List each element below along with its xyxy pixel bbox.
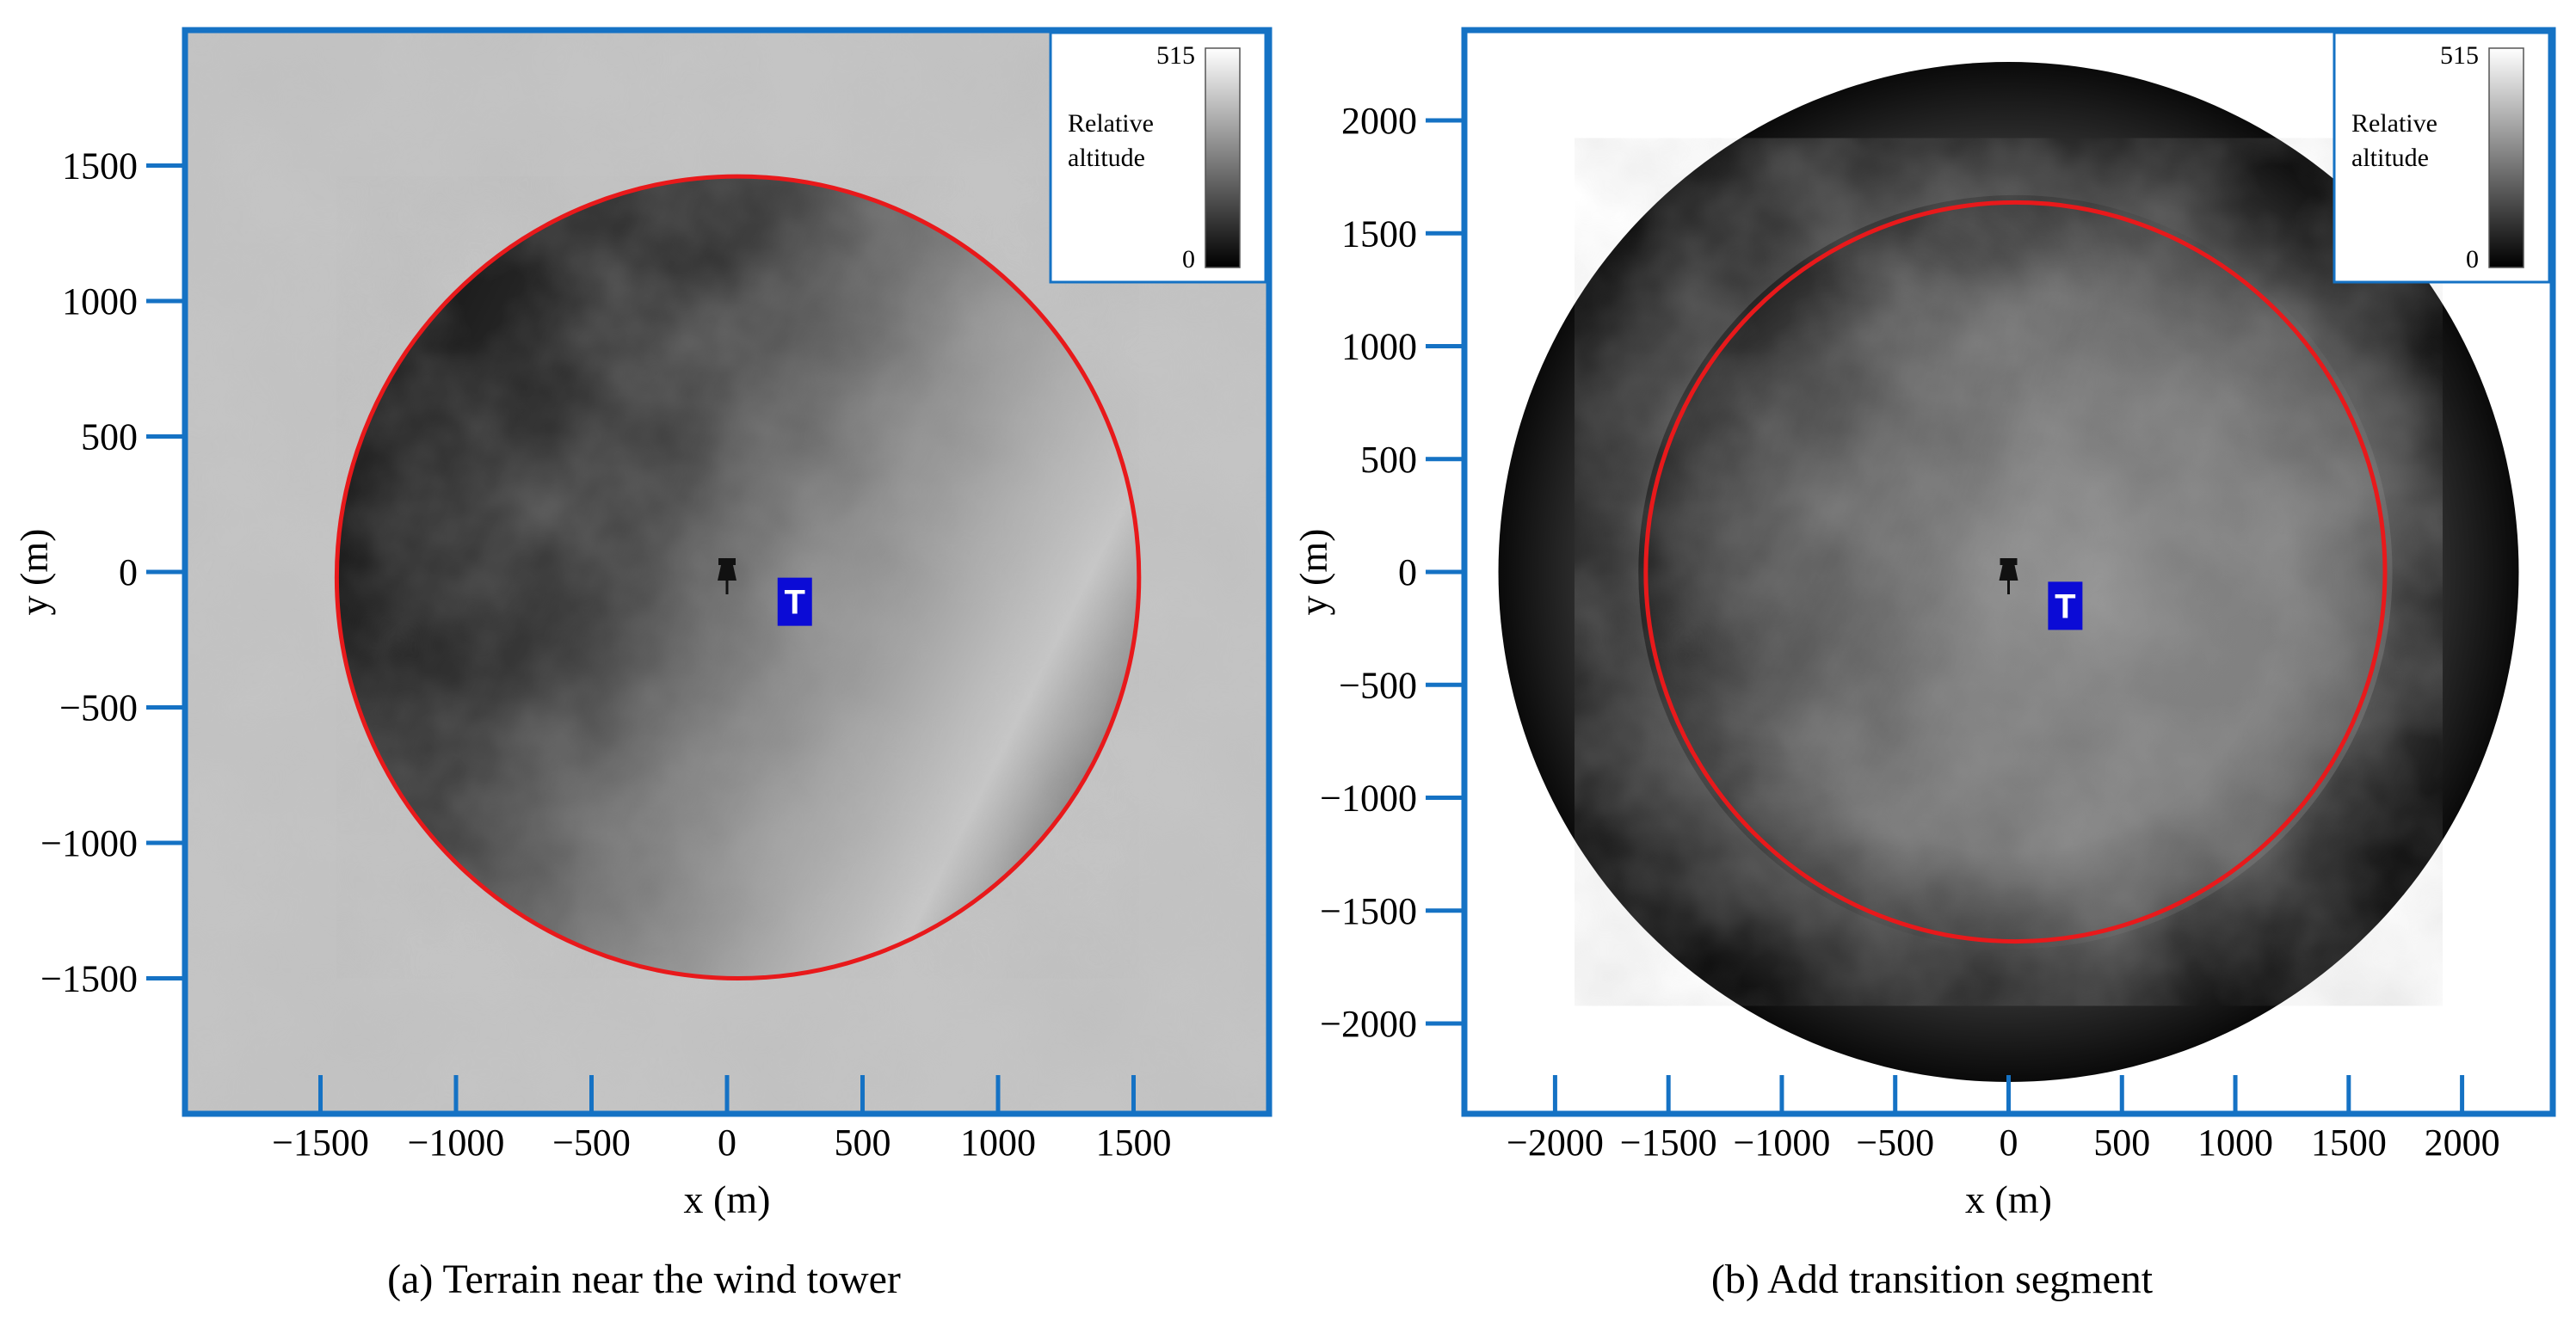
- t-marker-box: [777, 577, 812, 626]
- pushpin-icon: [718, 558, 736, 594]
- x-tick-label: 1000: [2197, 1122, 2273, 1164]
- colorbar-title-line1: Relative: [2351, 109, 2437, 138]
- x-tick-label: 1500: [2311, 1122, 2387, 1164]
- x-tick-label: 500: [835, 1122, 891, 1164]
- panel-a: 1500 1000 500 0 −500 −1000 −1500 −1500 −1000 −500…: [12, 27, 1273, 1302]
- t-marker-label: T: [785, 584, 805, 622]
- y-tick-label: 1500: [62, 145, 138, 187]
- y-tick-label: −2000: [1320, 1003, 1417, 1045]
- colorbar-title-line2: altitude: [2351, 144, 2429, 172]
- colorbar-title-line2: altitude: [1068, 144, 1145, 172]
- x-tick-label: −500: [1856, 1122, 1934, 1164]
- y-tick-label: 0: [119, 551, 138, 593]
- y-tick-label: −1500: [1320, 890, 1417, 932]
- x-tick-label: 0: [718, 1122, 736, 1164]
- y-tick-label: 500: [81, 416, 138, 458]
- y-tick-label: 0: [1398, 551, 1417, 593]
- x-tick-label: −1000: [408, 1122, 505, 1164]
- x-tick-label: −2000: [1507, 1122, 1604, 1164]
- colorbar-title-line1: Relative: [1068, 109, 1154, 138]
- y-axis-title: y (m): [12, 529, 56, 616]
- terrain-disk-texture: [336, 176, 1139, 979]
- t-marker-label: T: [2055, 587, 2075, 625]
- panel-b: 2000 1500 1000 500 0 −500 −1000 −1500 −2000 −2000…: [1288, 0, 2576, 1340]
- colorbar-gradient: [2488, 47, 2524, 268]
- caption-a: (a) Terrain near the wind tower: [387, 1257, 901, 1302]
- y-tick-label: 1500: [1341, 212, 1417, 255]
- y-tick-label: 2000: [1341, 100, 1417, 142]
- t-marker-box: [2048, 581, 2083, 630]
- colorbar-min-label: 0: [2466, 245, 2479, 274]
- terrain-map-b: 2000 1500 1000 500 0 −500 −1000 −1500 −2000 −2000…: [1291, 27, 2556, 1221]
- colorbar-max-label: 515: [1156, 41, 1195, 70]
- x-tick-label: 2000: [2425, 1122, 2500, 1164]
- pushpin-icon: [1999, 558, 2018, 594]
- x-tick-label: −1000: [1734, 1122, 1831, 1164]
- x-tick-label: −500: [552, 1122, 631, 1164]
- colorbar-gradient: [1205, 47, 1241, 268]
- y-tick-label: 500: [1360, 439, 1417, 481]
- y-tick-label: 1000: [1341, 326, 1417, 368]
- y-tick-label: −1500: [40, 958, 138, 1000]
- domain-circle: [334, 174, 1142, 980]
- y-tick-label: −500: [1339, 664, 1417, 706]
- x-tick-label: 0: [2000, 1122, 2018, 1164]
- y-tick-label: −1000: [40, 822, 138, 864]
- x-axis-title: x (m): [1965, 1177, 2052, 1221]
- y-tick-label: −1000: [1320, 778, 1417, 820]
- caption-b: (b) Add transition segment: [1710, 1257, 2154, 1302]
- terrain-map-a: 1500 1000 500 0 −500 −1000 −1500 −1500 −1000 −500…: [12, 27, 1273, 1221]
- x-tick-label: −1500: [272, 1122, 369, 1164]
- x-tick-label: −1500: [1620, 1122, 1717, 1164]
- x-tick-label: 500: [2093, 1122, 2150, 1164]
- x-tick-label: 1000: [960, 1122, 1036, 1164]
- domain-circle: [1643, 200, 2388, 944]
- colorbar-max-label: 515: [2440, 41, 2479, 70]
- y-axis-title: y (m): [1291, 529, 1335, 616]
- x-tick-label: 1500: [1096, 1122, 1172, 1164]
- y-tick-label: 1000: [62, 280, 138, 323]
- y-tick-label: −500: [59, 687, 138, 729]
- x-axis-title: x (m): [684, 1177, 771, 1221]
- colorbar-min-label: 0: [1182, 245, 1195, 274]
